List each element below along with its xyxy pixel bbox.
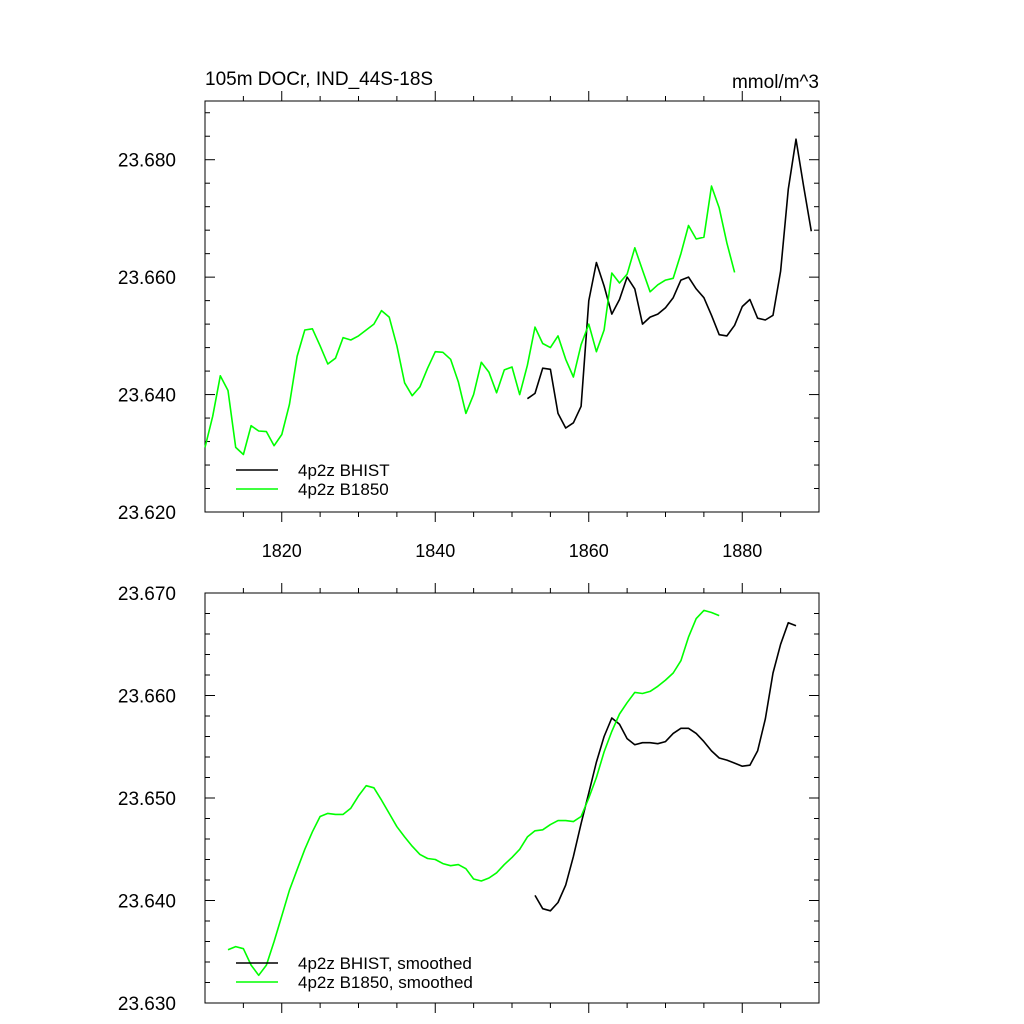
series-line-b1850 xyxy=(204,185,736,456)
y-tick-label: 23.620 xyxy=(118,503,176,524)
y-tick-label: 23.650 xyxy=(118,789,176,810)
y-tick-label: 23.630 xyxy=(118,994,176,1015)
y-tick-label: 23.680 xyxy=(118,151,176,172)
y-tick-label: 23.640 xyxy=(118,386,176,407)
legend-label: 4p2z B1850, smoothed xyxy=(298,973,473,992)
units-label: mmol/m^3 xyxy=(732,72,819,93)
y-tick-label: 23.640 xyxy=(118,892,176,913)
chart-title: 105m DOCr, IND_44S-18S xyxy=(205,69,433,90)
y-tick-label: 23.660 xyxy=(118,687,176,708)
x-tick-label: 1880 xyxy=(722,541,762,561)
top-panel: 1820 1840 1860 1880 23.620 23.640 23.660 23.680… xyxy=(118,69,820,561)
x-tick-label: 1840 xyxy=(415,541,455,561)
y-tick-label: 23.660 xyxy=(118,268,176,289)
legend-label: 4p2z BHIST xyxy=(298,461,390,480)
x-tick-label: 1860 xyxy=(569,541,609,561)
y-tick-label: 23.670 xyxy=(118,584,176,605)
legend-label: 4p2z BHIST, smoothed xyxy=(298,954,472,973)
bottom-panel: 23.630 23.640 23.650 23.660 23.670 4p2z BHIST… xyxy=(118,583,820,1015)
series-line-bhist xyxy=(534,621,797,912)
series-line-bhist xyxy=(526,138,813,429)
legend-label: 4p2z B1850 xyxy=(298,480,389,499)
x-tick-label: 1820 xyxy=(262,541,302,561)
series-line-b1850 xyxy=(227,609,720,977)
